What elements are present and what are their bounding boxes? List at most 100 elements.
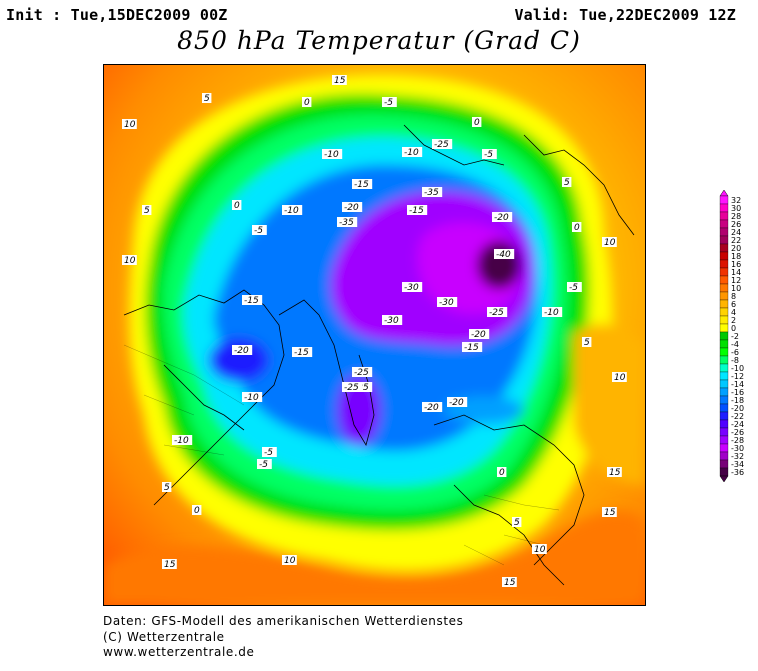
legend-arrow-top	[719, 189, 729, 197]
legend-swatch	[719, 347, 729, 357]
legend-label: -12	[731, 372, 744, 381]
svg-text:-5: -5	[254, 226, 263, 236]
isotherm-label: 10	[612, 372, 627, 383]
svg-text:5: 5	[144, 206, 150, 216]
legend-swatch	[719, 195, 729, 205]
legend-label: -14	[731, 380, 744, 389]
svg-text:5: 5	[204, 94, 210, 104]
legend-label: 16	[731, 260, 741, 269]
svg-text:-30: -30	[439, 298, 454, 308]
legend-swatch	[719, 435, 729, 445]
isotherm-label: -10	[542, 307, 563, 318]
isotherm-label: -10	[282, 205, 303, 216]
legend-label: 18	[731, 252, 741, 261]
svg-text:-35: -35	[424, 188, 439, 198]
legend-swatch	[719, 355, 729, 365]
legend-swatch	[719, 395, 729, 405]
svg-text:-10: -10	[324, 150, 339, 160]
valid-time: Valid: Tue,22DEC2009 12Z	[514, 6, 736, 24]
isotherm-label: -30	[382, 315, 403, 326]
svg-text:-30: -30	[404, 283, 419, 293]
color-legend: 32 30 28 26 24 22 20 18 16 14 12 10 8 6 4 2 0 -2 -4 -6 -8 -10…	[717, 189, 757, 485]
isotherm-label: 5	[202, 93, 212, 104]
legend-swatch	[719, 291, 729, 301]
legend-swatch	[719, 243, 729, 253]
legend-label: 10	[731, 284, 741, 293]
svg-text:-15: -15	[464, 343, 479, 353]
svg-text:-20: -20	[471, 330, 486, 340]
isotherm-label: 5	[512, 517, 522, 528]
isotherm-label: 10	[282, 555, 297, 566]
svg-text:10: 10	[284, 556, 296, 566]
legend-label: 22	[731, 236, 741, 245]
legend-label: -8	[731, 356, 739, 365]
svg-text:-20: -20	[449, 398, 464, 408]
legend-swatch	[719, 203, 729, 213]
legend-swatch	[719, 331, 729, 341]
isotherm-label: 5	[162, 482, 172, 493]
legend-swatch	[719, 411, 729, 421]
svg-text:15: 15	[164, 560, 176, 570]
svg-text:0: 0	[574, 223, 580, 233]
isotherm-labels: 10 5 0 -5 -10 -15 -20 -25 -30 -35 -40 5 10 15 0 -5 -10 -1…	[122, 75, 627, 588]
zone-pacific-warm	[574, 324, 645, 485]
isotherm-label: 0	[232, 200, 242, 211]
isotherm-label: 15	[602, 507, 617, 518]
legend-swatch	[719, 227, 729, 237]
isotherm-label: 10	[602, 237, 617, 248]
legend-swatch	[719, 379, 729, 389]
svg-text:15: 15	[504, 578, 516, 588]
legend-arrow-bottom	[719, 475, 729, 483]
svg-text:10: 10	[534, 545, 546, 555]
isotherm-label: 10	[122, 119, 137, 130]
svg-text:0: 0	[304, 98, 310, 108]
legend-label: 2	[731, 316, 736, 325]
isotherm-label: -20	[232, 345, 253, 356]
svg-text:-10: -10	[544, 308, 559, 318]
canada-cold-pocket	[209, 338, 269, 382]
svg-text:0: 0	[234, 201, 240, 211]
isotherm-label: -30	[402, 282, 423, 293]
isotherm-label: 0	[572, 222, 582, 233]
credit-line-3: www.wetterzentrale.de	[103, 645, 255, 659]
legend-swatch	[719, 371, 729, 381]
svg-text:-15: -15	[409, 206, 424, 216]
legend-label: 30	[731, 204, 741, 213]
legend-label: -36	[731, 468, 744, 477]
svg-text:-30: -30	[384, 316, 399, 326]
svg-text:-10: -10	[284, 206, 299, 216]
svg-text:15: 15	[334, 76, 346, 86]
legend-label: -24	[731, 420, 744, 429]
legend-label: -26	[731, 428, 744, 437]
svg-text:5: 5	[584, 338, 590, 348]
isotherm-label: -25	[342, 382, 363, 393]
isotherm-label: -15	[292, 347, 313, 358]
temperature-map: 10 5 0 -5 -10 -15 -20 -25 -30 -35 -40 5 10 15 0 -5 -10 -1…	[103, 64, 646, 606]
borders	[123, 344, 560, 566]
svg-text:0: 0	[474, 118, 480, 128]
isotherm-label: -25	[432, 139, 453, 150]
svg-text:-10: -10	[174, 436, 189, 446]
isotherm-label: 5	[582, 337, 592, 348]
isotherm-label: -15	[462, 342, 483, 353]
isotherm-label: -15	[352, 179, 373, 190]
isotherm-label: 5	[562, 177, 572, 188]
svg-text:-5: -5	[384, 98, 393, 108]
svg-text:5: 5	[164, 483, 170, 493]
isotherm-label: 0	[497, 467, 507, 478]
svg-text:-20: -20	[424, 403, 439, 413]
legend-swatch	[719, 459, 729, 469]
svg-text:10: 10	[124, 120, 136, 130]
legend-label: -6	[731, 348, 739, 357]
svg-text:10: 10	[604, 238, 616, 248]
svg-text:5: 5	[564, 178, 570, 188]
legend-swatch	[719, 323, 729, 333]
legend-label: 32	[731, 196, 741, 205]
legend-label: -30	[731, 444, 744, 453]
isotherm-label: -30	[437, 297, 458, 308]
isotherm-label: -35	[422, 187, 443, 198]
isotherm-label: 15	[502, 577, 517, 588]
isotherm-label: -20	[492, 212, 513, 223]
isotherm-label: 0	[192, 505, 202, 516]
legend-label: -10	[731, 364, 744, 373]
